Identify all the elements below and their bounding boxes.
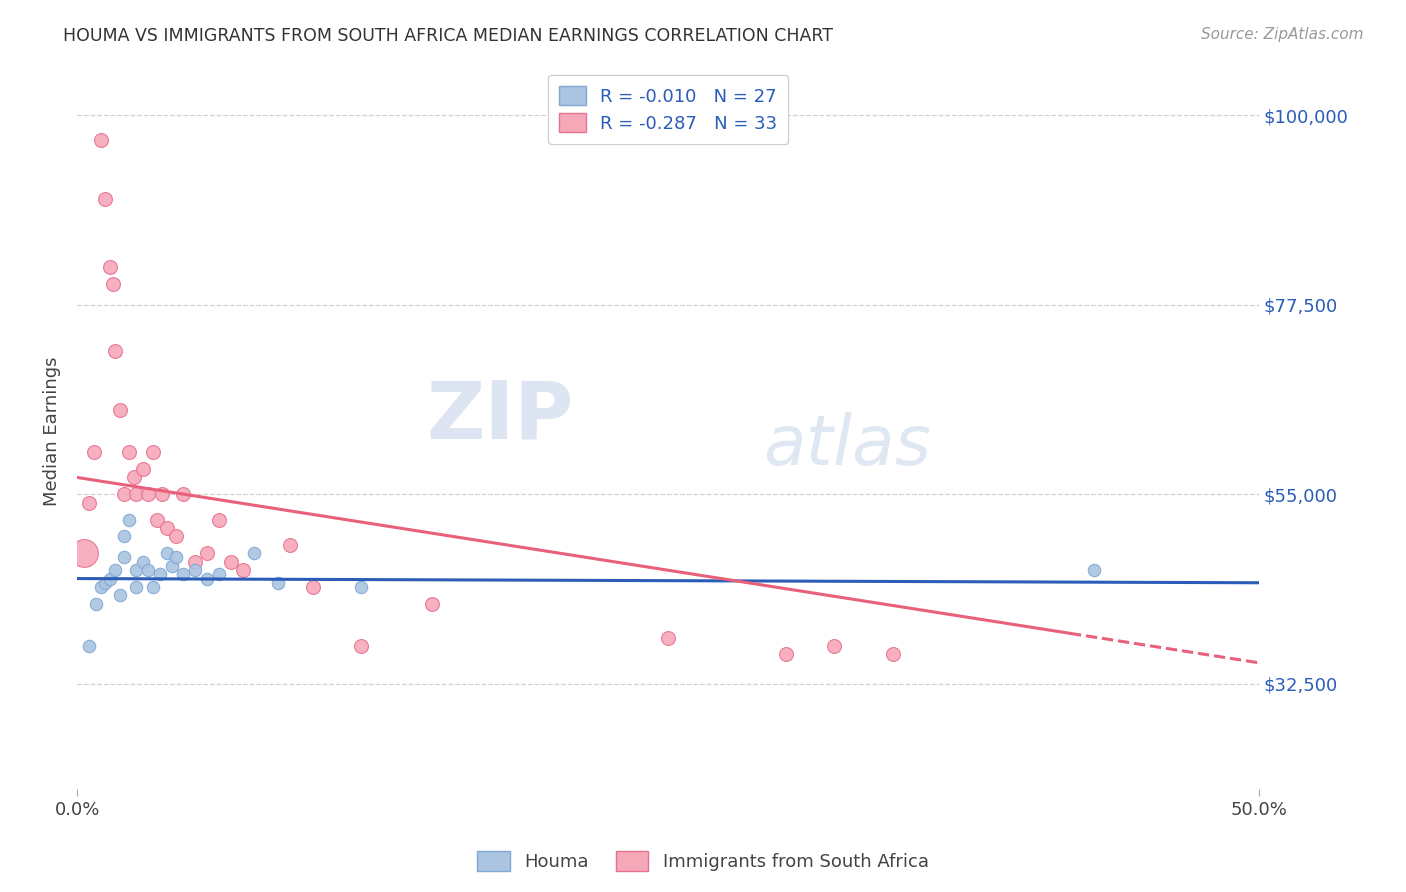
Point (165, 529, 187, 543)
Point (112, 550, 135, 565)
Point (132, 555, 155, 569)
Point (125, 487, 148, 501)
Point (146, 512, 169, 526)
Point (90, 580, 112, 594)
Point (132, 462, 155, 476)
Text: HOUMA VS IMMIGRANTS FROM SOUTH AFRICA MEDIAN EARNINGS CORRELATION CHART: HOUMA VS IMMIGRANTS FROM SOUTH AFRICA ME… (63, 27, 834, 45)
Point (83, 445, 105, 459)
Text: ZIP: ZIP (426, 378, 574, 456)
Legend: R = -0.010   N = 27, R = -0.287   N = 33: R = -0.010 N = 27, R = -0.287 N = 33 (548, 75, 789, 144)
Point (122, 470, 145, 484)
Point (98, 260, 121, 274)
Point (104, 344, 127, 359)
Point (125, 580, 148, 594)
Point (142, 580, 165, 594)
Point (278, 538, 301, 552)
Point (165, 550, 187, 565)
Text: atlas: atlas (762, 412, 931, 479)
Point (823, 639, 845, 653)
Point (77, 496, 100, 510)
Point (77, 639, 100, 653)
Point (350, 580, 373, 594)
Point (208, 512, 231, 526)
Legend: Houma, Immigrants from South Africa: Houma, Immigrants from South Africa (470, 844, 936, 879)
Point (156, 521, 179, 535)
Point (208, 567, 231, 582)
Point (112, 487, 135, 501)
Point (136, 563, 159, 577)
Point (172, 487, 194, 501)
Point (104, 563, 127, 577)
Point (420, 597, 443, 611)
Point (149, 567, 172, 582)
Point (267, 575, 290, 590)
Point (232, 563, 254, 577)
Point (775, 648, 797, 662)
Point (90, 133, 112, 147)
Point (1083, 563, 1105, 577)
Point (302, 580, 325, 594)
Point (118, 512, 141, 526)
Point (94, 193, 117, 207)
Point (112, 529, 135, 543)
Point (94, 575, 117, 590)
Point (657, 631, 679, 645)
Text: Source: ZipAtlas.com: Source: ZipAtlas.com (1201, 27, 1364, 42)
Point (350, 639, 373, 653)
Point (219, 555, 242, 569)
Point (118, 445, 141, 459)
Point (101, 277, 124, 291)
Point (98, 572, 121, 586)
Point (195, 546, 218, 560)
Point (150, 487, 173, 501)
Point (136, 487, 159, 501)
Point (125, 563, 148, 577)
Point (142, 445, 165, 459)
Point (882, 648, 904, 662)
Point (73, 546, 96, 560)
Point (184, 563, 207, 577)
Point (184, 555, 207, 569)
Point (108, 403, 131, 417)
Point (84, 597, 107, 611)
Point (156, 546, 179, 560)
Point (195, 572, 218, 586)
Point (108, 588, 131, 602)
Point (172, 567, 194, 582)
Y-axis label: Median Earnings: Median Earnings (44, 356, 60, 506)
Point (243, 546, 266, 560)
Point (160, 558, 183, 573)
